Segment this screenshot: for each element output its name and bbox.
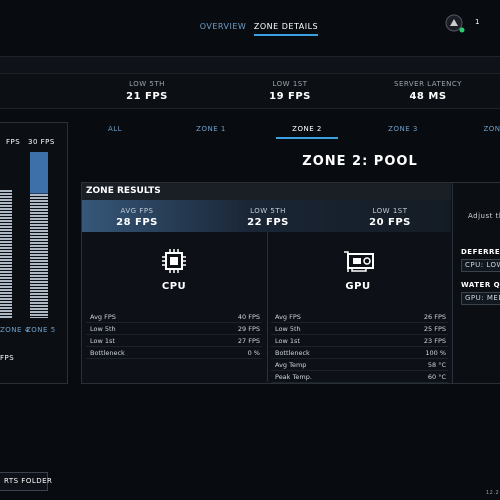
zone-tab[interactable]: ZONE 3 — [388, 125, 418, 133]
summary-label: LOW 1ST — [372, 207, 408, 215]
row-line — [86, 358, 262, 359]
side-hint: Adjust th — [468, 212, 500, 220]
summary-value: 20 FPS — [369, 217, 411, 228]
row-label: Avg Temp — [275, 361, 307, 369]
cpu-icon — [162, 249, 186, 273]
summary-bar — [82, 200, 451, 232]
row-line — [271, 358, 448, 359]
version: 12.2 — [486, 490, 500, 496]
row-value: 23 FPS — [423, 337, 446, 345]
zone-tab[interactable]: ZON — [483, 125, 500, 133]
profile-icon[interactable] — [445, 14, 465, 34]
row-label: Low 5th — [275, 325, 301, 333]
row-label: Avg FPS — [90, 313, 116, 321]
results-header — [82, 183, 451, 200]
setting-box — [461, 292, 500, 305]
row-value: 27 FPS — [237, 337, 260, 345]
stats-bar — [0, 73, 500, 109]
row-label: Avg FPS — [275, 313, 301, 321]
setting-value[interactable]: CPU: LOW — [465, 261, 500, 269]
zone-tab[interactable]: ALL — [107, 125, 123, 133]
stat-value: 21 FPS — [126, 91, 168, 102]
gpu-title: GPU — [345, 281, 371, 292]
divider — [267, 232, 268, 382]
zone-tab[interactable]: ZONE 1 — [196, 125, 226, 133]
zone-title: ZONE 2: POOL — [302, 154, 418, 169]
setting-value[interactable]: GPU: MED — [465, 294, 500, 302]
setting-box — [461, 259, 500, 272]
row-line — [271, 370, 448, 371]
legend-text: FPS — [0, 354, 15, 362]
row-value: 40 FPS — [237, 313, 260, 321]
row-line — [271, 382, 448, 383]
results-title: ZONE RESULTS — [86, 186, 161, 196]
row-value: 60 °C — [427, 373, 446, 381]
bar — [30, 152, 48, 318]
row-label: Peak Temp. — [275, 373, 312, 381]
summary-label: LOW 5TH — [250, 207, 286, 215]
gpu-icon — [344, 251, 374, 272]
row-line — [271, 322, 448, 323]
stat-label: SERVER LATENCY — [394, 80, 462, 88]
row-value: 29 FPS — [237, 325, 260, 333]
stat-value: 48 MS — [409, 91, 447, 102]
setting-name: DEFERRED — [461, 248, 500, 256]
row-label: Low 5th — [90, 325, 116, 333]
row-line — [86, 334, 262, 335]
row-line — [271, 346, 448, 347]
zone-label: ZONE 5 — [26, 326, 56, 334]
bar-label: FPS — [6, 138, 21, 146]
folder-button[interactable] — [0, 472, 48, 491]
row-value: 25 FPS — [423, 325, 446, 333]
nav-tab-active[interactable]: ZONE DETAILS — [253, 22, 319, 31]
summary-value: 28 FPS — [116, 217, 158, 228]
row-line — [271, 334, 448, 335]
zone-label: ZONE 4 — [0, 326, 30, 334]
setting-name: WATER QUA — [461, 281, 500, 289]
row-value: 100 % — [425, 349, 446, 357]
row-label: Low 1st — [90, 337, 115, 345]
folder-button-text: RTS FOLDER — [4, 477, 53, 485]
stat-label: LOW 5TH — [129, 80, 165, 88]
row-label: Bottleneck — [90, 349, 125, 357]
row-label: Bottleneck — [275, 349, 310, 357]
row-value: 58 °C — [427, 361, 446, 369]
badge: 1 — [475, 18, 480, 26]
nav-tab[interactable]: OVERVIEW — [199, 22, 247, 31]
stat-label: LOW 1ST — [272, 80, 308, 88]
nav-underline — [254, 34, 318, 36]
cpu-title: CPU — [161, 281, 187, 292]
bar-label: 30 FPS — [28, 138, 55, 146]
sub-bar — [0, 56, 500, 73]
summary-label: AVG FPS — [120, 207, 154, 215]
row-value: 26 FPS — [423, 313, 446, 321]
row-value: 0 % — [247, 349, 260, 357]
zone-tab[interactable]: ZONE 2 — [292, 125, 322, 133]
tab-underline — [276, 137, 338, 139]
bar — [0, 190, 12, 318]
stat-value: 19 FPS — [269, 91, 311, 102]
row-line — [86, 346, 262, 347]
side-panel — [452, 182, 500, 384]
summary-value: 22 FPS — [247, 217, 289, 228]
row-label: Low 1st — [275, 337, 300, 345]
row-line — [86, 322, 262, 323]
